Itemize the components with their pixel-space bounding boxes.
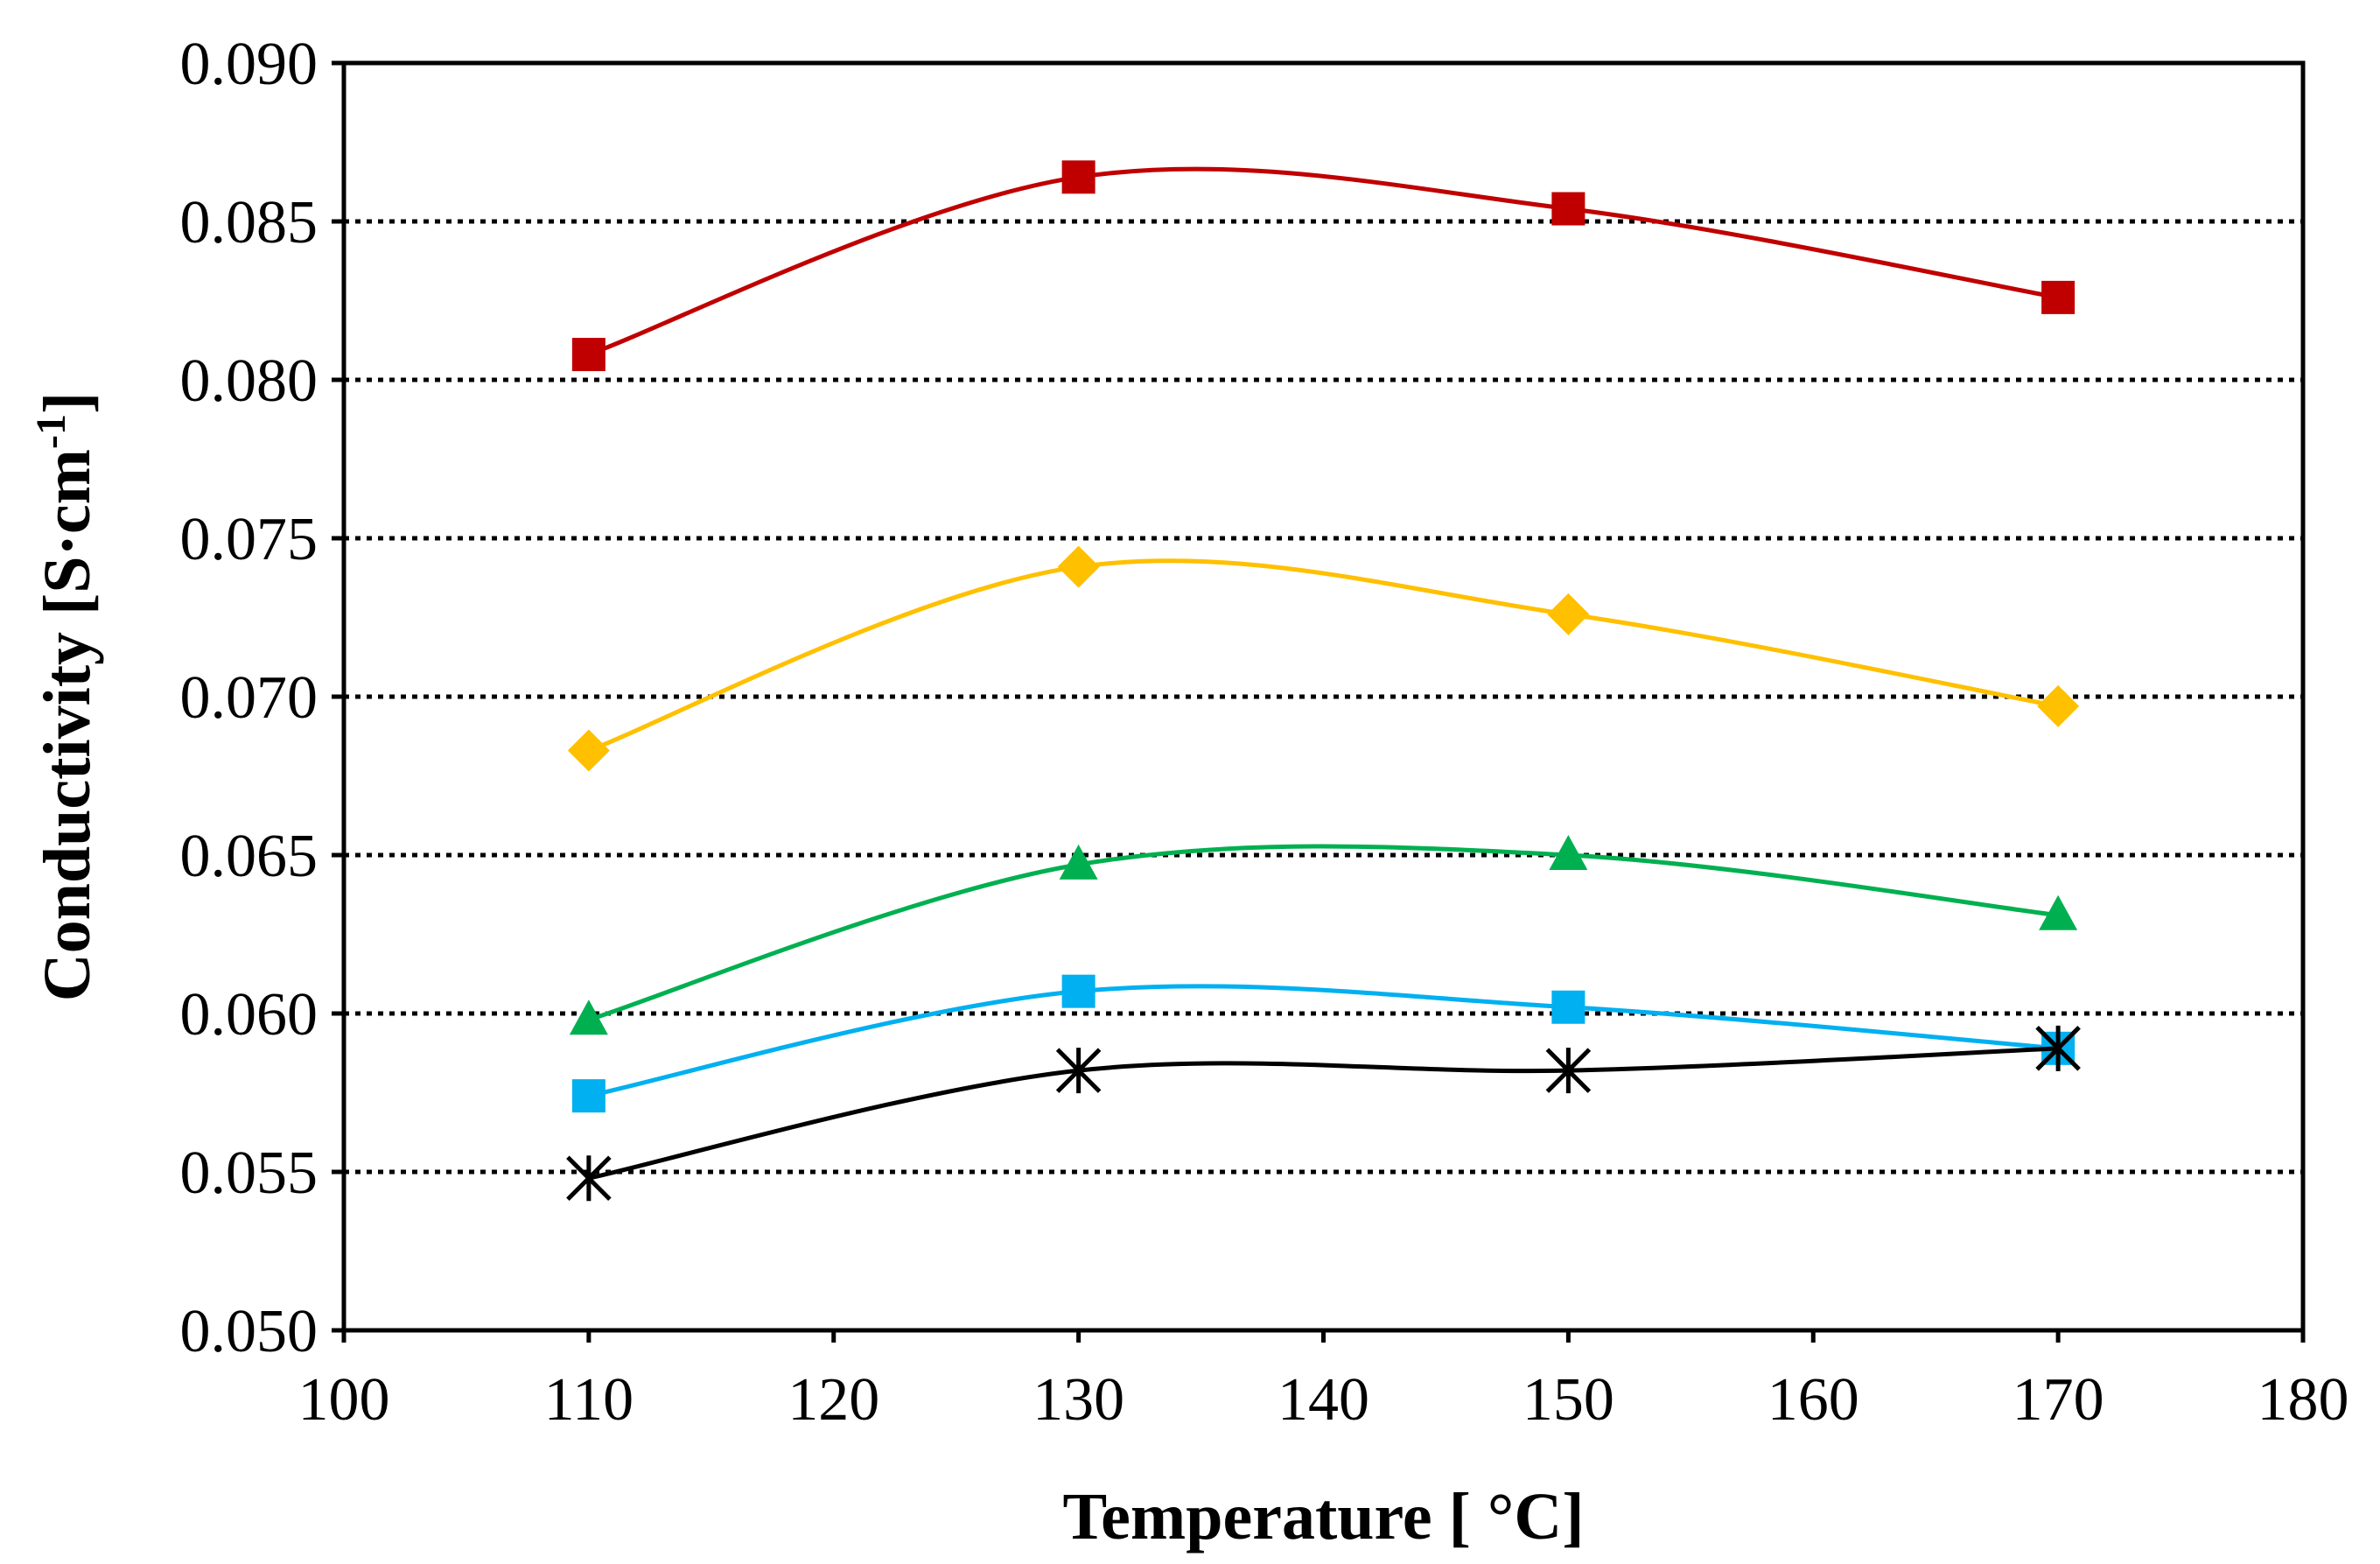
data-point-blue-squares: [1061, 974, 1096, 1008]
y-tick-label: 0.050: [180, 1298, 318, 1365]
x-axis-ticks: 100 110 120 130 140 150 160 170 180: [298, 1330, 2349, 1434]
series-green-triangles: [569, 835, 2078, 1035]
y-tick-label: 0.070: [180, 664, 318, 732]
x-tick-label: 110: [544, 1366, 634, 1434]
x-tick-label: 150: [1522, 1366, 1614, 1434]
data-point-orange-diamonds: [567, 729, 610, 772]
data-point-red-squares: [1061, 160, 1096, 194]
y-axis-title-main: Conductivity [S·cm: [31, 449, 104, 1001]
y-tick-label: 0.065: [180, 823, 318, 890]
data-point-orange-diamonds: [1547, 593, 1590, 635]
data-point-green-triangles: [1059, 844, 1098, 880]
series-orange-diamonds: [567, 545, 2080, 772]
series-red-squares: [571, 160, 2076, 372]
data-point-red-squares: [2041, 280, 2076, 314]
y-axis-title-close: ]: [31, 392, 104, 414]
data-point-blue-squares: [571, 1079, 606, 1113]
data-point-black-stars: [1545, 1048, 1592, 1094]
data-point-black-stars: [2035, 1025, 2081, 1071]
x-tick-label: 130: [1032, 1366, 1124, 1434]
series-blue-squares: [571, 974, 2076, 1113]
x-tick-label: 180: [2258, 1366, 2349, 1434]
x-tick-label: 160: [1768, 1366, 1859, 1434]
series-line-black-stars: [588, 1046, 2059, 1181]
series-line-red-squares: [588, 166, 2059, 357]
data-point-green-triangles: [569, 999, 608, 1035]
series-line-green-triangles: [588, 844, 2059, 1022]
y-tick-label: 0.055: [180, 1140, 318, 1207]
data-point-green-triangles: [2039, 894, 2078, 930]
series-line-orange-diamonds: [587, 558, 2059, 753]
data-point-black-stars: [566, 1155, 612, 1202]
x-tick-label: 140: [1278, 1366, 1369, 1434]
series-layer: [566, 160, 2081, 1202]
y-tick-label: 0.075: [180, 506, 318, 573]
data-point-blue-squares: [1551, 990, 1586, 1024]
series-black-stars: [566, 1025, 2081, 1202]
y-tick-label: 0.060: [180, 981, 318, 1049]
x-axis-title: Temperature [ °C]: [1062, 1480, 1584, 1553]
data-point-red-squares: [571, 338, 606, 372]
data-point-orange-diamonds: [2037, 684, 2080, 727]
series-line-blue-squares: [588, 984, 2059, 1098]
y-tick-label: 0.085: [180, 189, 318, 256]
x-tick-label: 170: [2012, 1366, 2104, 1434]
gridlines: [344, 219, 2303, 1175]
data-point-black-stars: [1055, 1048, 1102, 1094]
y-tick-label: 0.090: [180, 31, 318, 98]
x-tick-label: 100: [298, 1366, 390, 1434]
y-tick-label: 0.080: [180, 347, 318, 415]
x-tick-label: 120: [788, 1366, 879, 1434]
y-axis-title-superscript: -1: [28, 414, 74, 449]
y-axis-ticks: 0.050 0.055 0.060 0.065 0.070 0.075 0.080 0.085…: [180, 31, 344, 1365]
data-point-red-squares: [1551, 192, 1586, 226]
y-axis-title: Conductivity [S·cm-1]: [28, 392, 104, 1002]
data-point-green-triangles: [1549, 835, 1588, 870]
data-point-orange-diamonds: [1057, 545, 1100, 588]
